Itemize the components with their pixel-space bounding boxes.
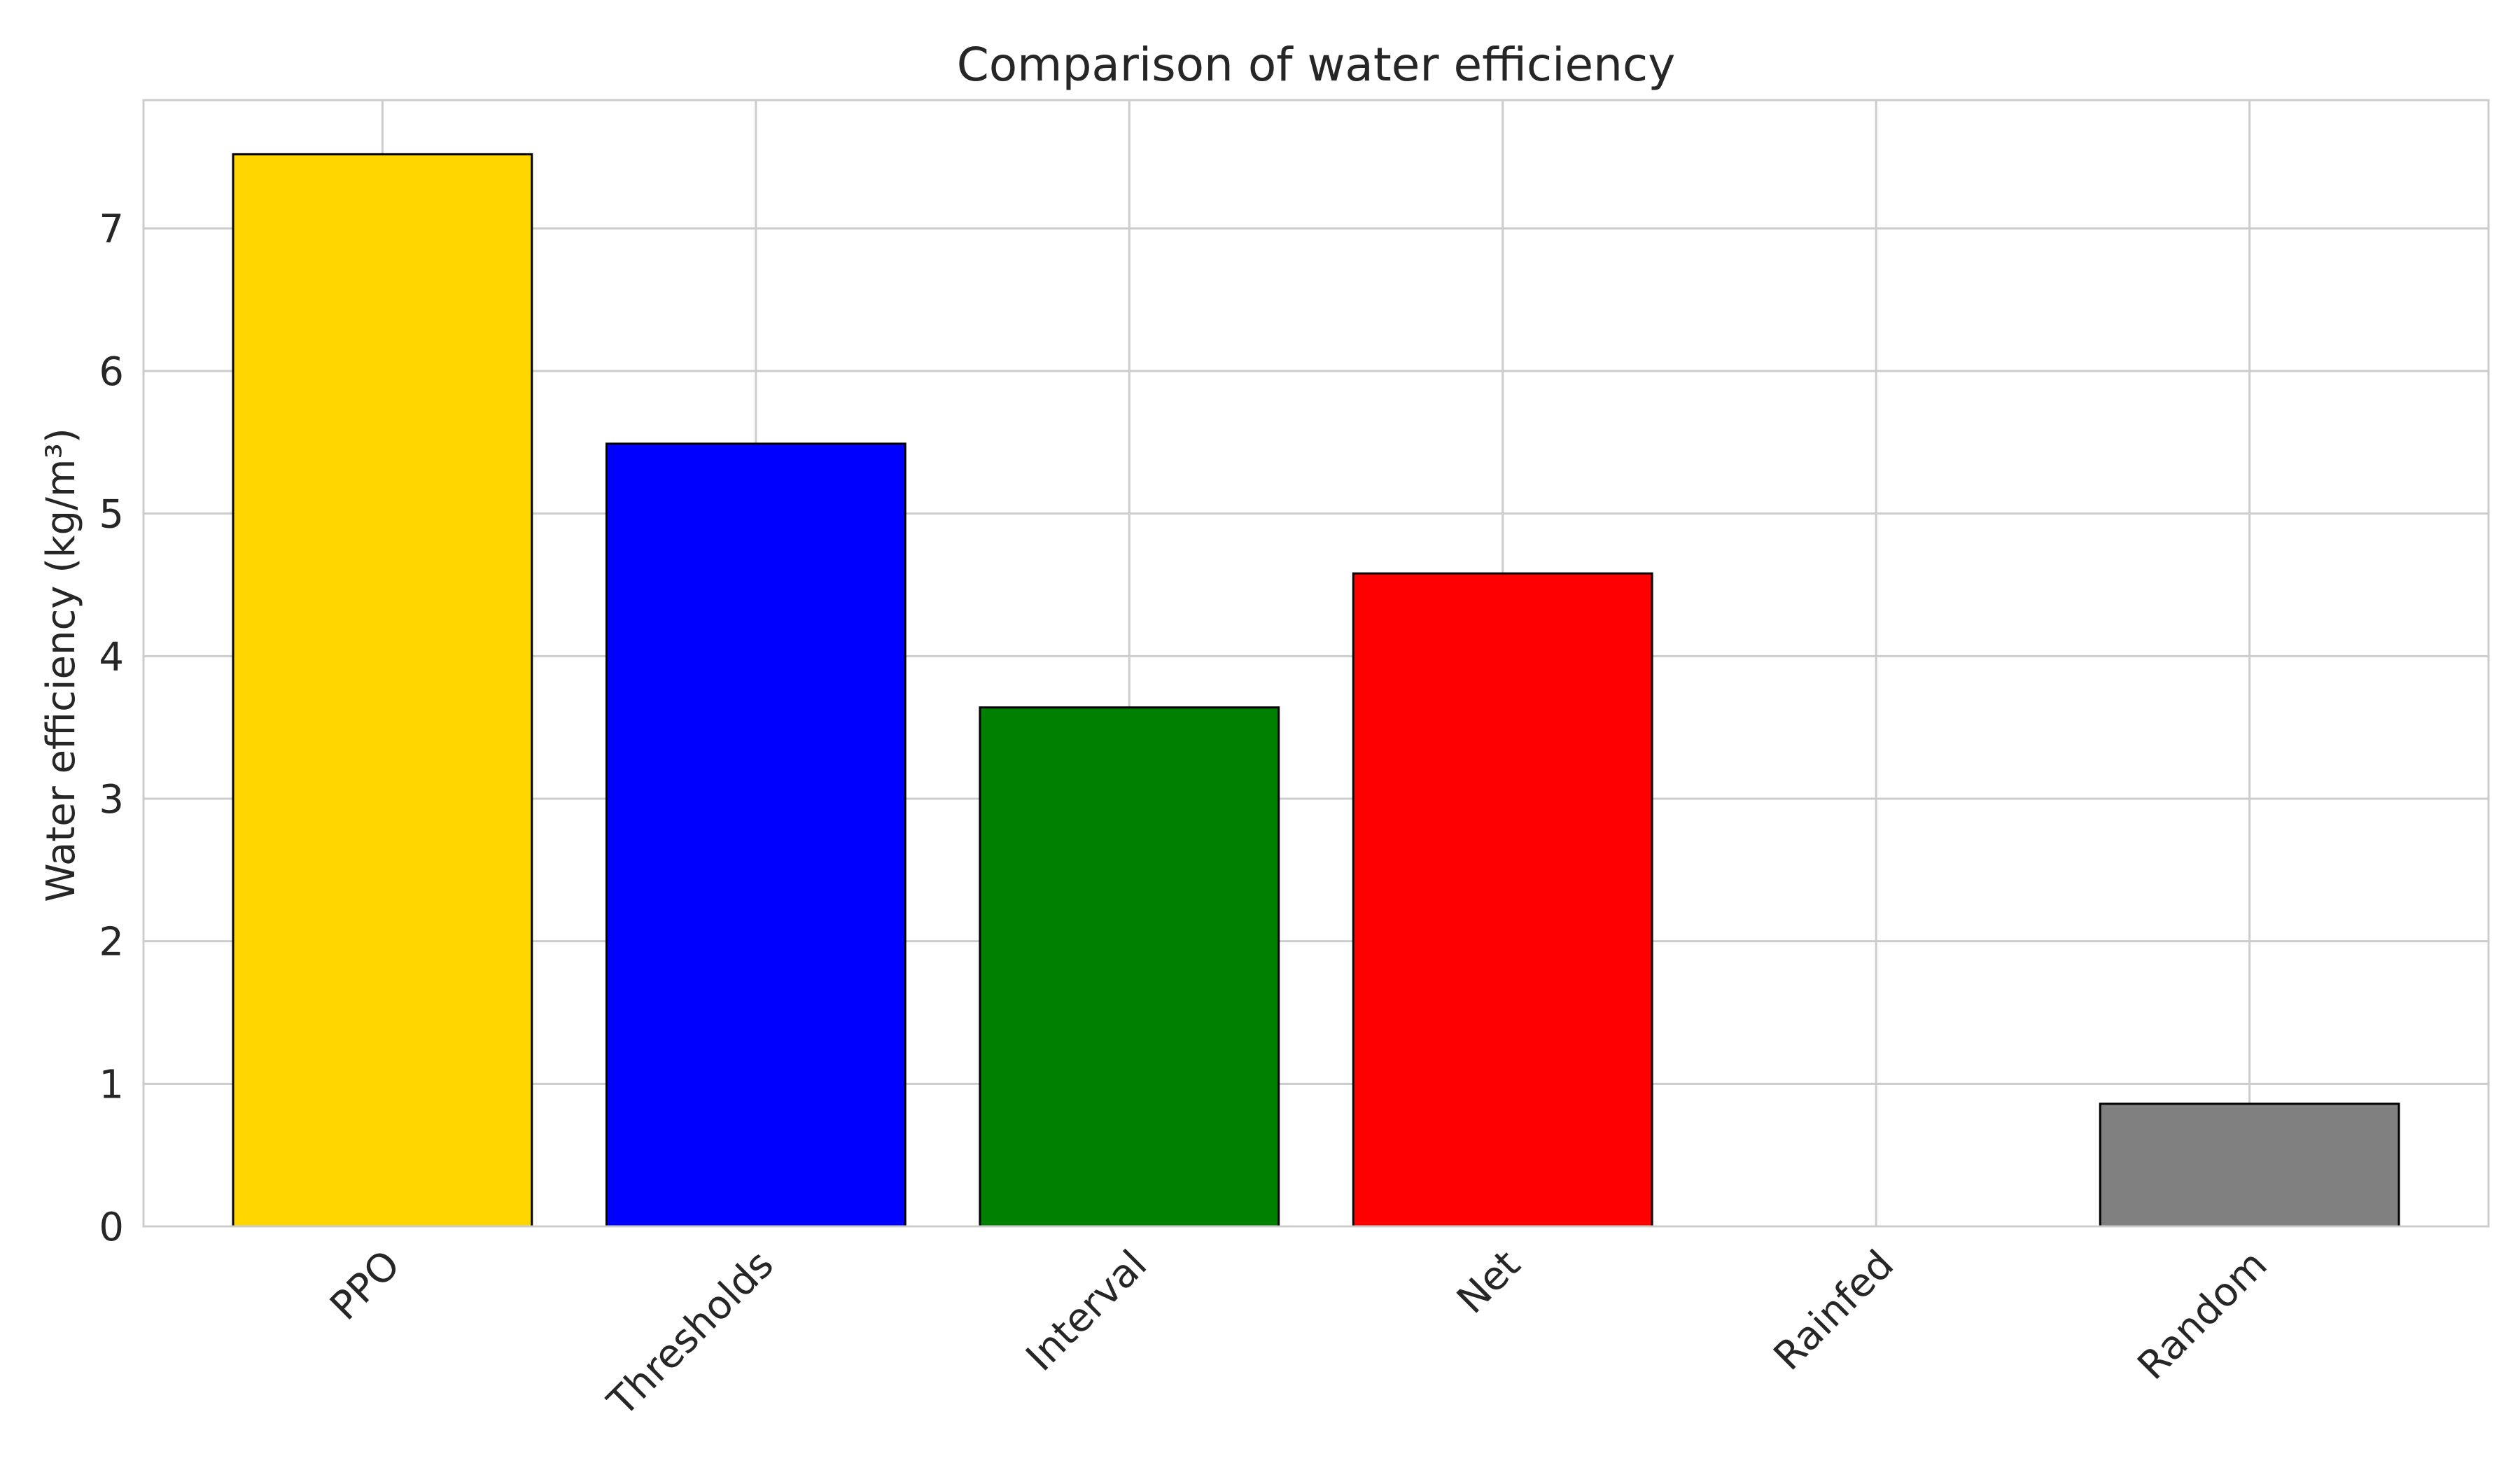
y-tick-label: 4 bbox=[99, 634, 124, 680]
y-tick-label: 0 bbox=[99, 1205, 124, 1250]
y-tick-label: 6 bbox=[99, 349, 124, 395]
y-tick-label: 5 bbox=[99, 492, 124, 538]
y-axis-label: Water efficiency (kg/m³) bbox=[38, 428, 84, 902]
y-tick-label: 1 bbox=[99, 1062, 124, 1107]
bars bbox=[232, 153, 2400, 1228]
y-tick-labels: 0 1 2 3 4 5 6 7 bbox=[99, 206, 124, 1250]
bar-net bbox=[1352, 572, 1653, 1228]
x-tick-label: Rainfed bbox=[1765, 1242, 1903, 1379]
x-tick-label: PPO bbox=[321, 1242, 409, 1329]
bar-interval bbox=[979, 706, 1280, 1228]
bar-random bbox=[2099, 1102, 2400, 1228]
bar-thresholds bbox=[605, 442, 906, 1228]
x-tick-label: Random bbox=[2129, 1242, 2276, 1389]
chart-title: Comparison of water efficiency bbox=[957, 38, 1676, 92]
y-tick-label: 2 bbox=[99, 920, 124, 965]
x-tick-label: Thresholds bbox=[598, 1242, 782, 1425]
grid-lines bbox=[144, 100, 2488, 1228]
bar-ppo bbox=[232, 153, 533, 1228]
x-tick-label: Interval bbox=[1018, 1242, 1156, 1380]
x-tick-label: Net bbox=[1448, 1242, 1529, 1322]
x-tick-labels: PPO Thresholds Interval Net Rainfed Random bbox=[321, 1242, 2276, 1425]
y-tick-label: 7 bbox=[99, 206, 124, 252]
plot-frame bbox=[142, 99, 2490, 1228]
y-tick-label: 3 bbox=[99, 777, 124, 822]
